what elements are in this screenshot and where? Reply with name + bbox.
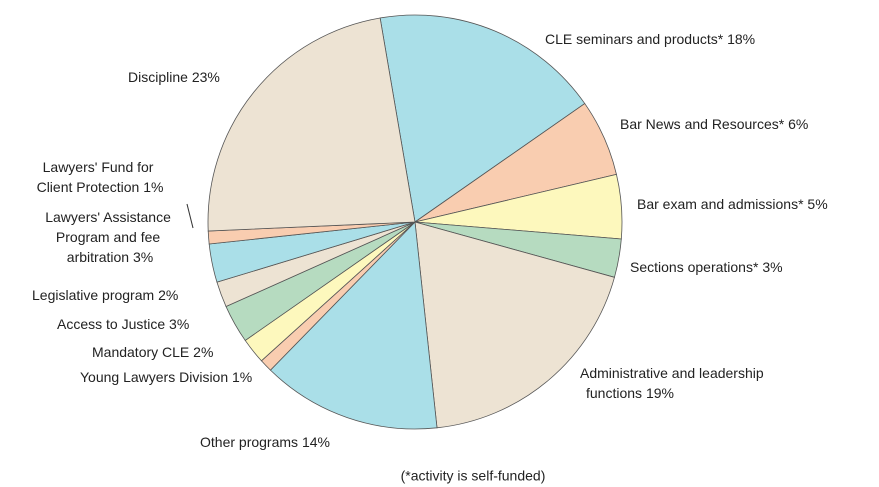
slice-label: CLE seminars and products* 18% — [545, 31, 755, 47]
category-label: Access to Justice — [57, 316, 169, 332]
value-label: 3% — [762, 259, 782, 275]
label-line: Mandatory CLE — [92, 344, 193, 360]
value-label: 2% — [193, 344, 213, 360]
slice-label: Bar exam and admissions* 5% — [637, 196, 828, 212]
label-line: Bar exam and admissions* — [637, 196, 807, 212]
value-label: 2% — [158, 287, 178, 303]
category-label: Discipline — [128, 69, 192, 85]
value-label: 6% — [788, 116, 808, 132]
label-line: Sections operations* — [630, 259, 762, 275]
label-line: Discipline — [128, 69, 192, 85]
leader-line — [186, 203, 194, 229]
pie-slice — [414, 221, 615, 429]
category-label: CLE seminars and products* — [545, 31, 727, 47]
category-label: Lawyers' Assistance Program and fee arbi… — [45, 209, 175, 265]
slice-label: Mandatory CLE 2% — [92, 344, 213, 360]
slice-label: Lawyers' Assistance Program and fee arbi… — [45, 209, 175, 265]
value-label: 3% — [133, 249, 153, 265]
label-line: Lawyers' Fund for — [43, 159, 158, 175]
slice-label: Young Lawyers Division 1% — [80, 369, 252, 385]
category-label: Young Lawyers Division — [80, 369, 232, 385]
label-line: Other programs — [200, 434, 302, 450]
value-label: 5% — [807, 196, 827, 212]
slice-label: Legislative program 2% — [32, 287, 178, 303]
footnote: (*activity is self-funded) — [401, 468, 546, 484]
slice-label: Administrative and leadership functions … — [580, 365, 768, 401]
value-label: 23% — [192, 69, 220, 85]
category-label: Legislative program — [32, 287, 158, 303]
value-label: 14% — [302, 434, 330, 450]
label-line: Bar News and Resources* — [620, 116, 788, 132]
slice-label: Lawyers' Fund for Client Protection 1% — [37, 159, 164, 195]
slice-label: Sections operations* 3% — [630, 259, 783, 275]
label-line: Administrative and leadership — [580, 365, 768, 381]
label-line: Lawyers' Assistance — [45, 209, 175, 225]
label-line: functions — [586, 385, 646, 401]
label-line: Legislative program — [32, 287, 158, 303]
category-label: Sections operations* — [630, 259, 762, 275]
slice-label: Other programs 14% — [200, 434, 330, 450]
label-line: arbitration — [67, 249, 133, 265]
category-label: Mandatory CLE — [92, 344, 193, 360]
value-label: 19% — [646, 385, 674, 401]
pie-slice — [207, 17, 416, 232]
value-label: 3% — [169, 316, 189, 332]
category-label: Administrative and leadership functions — [580, 365, 768, 401]
category-label: Other programs — [200, 434, 302, 450]
pie-slice — [379, 14, 586, 223]
slice-label: Access to Justice 3% — [57, 316, 189, 332]
value-label: 1% — [232, 369, 252, 385]
label-line: Young Lawyers Division — [80, 369, 232, 385]
category-label: Bar News and Resources* — [620, 116, 788, 132]
slice-label: Discipline 23% — [128, 69, 220, 85]
label-line: Access to Justice — [57, 316, 169, 332]
label-line: Client Protection — [37, 179, 144, 195]
pie-slice — [269, 221, 438, 430]
category-label: Bar exam and admissions* — [637, 196, 807, 212]
category-label: Lawyers' Fund for Client Protection — [37, 159, 158, 195]
slice-label: Bar News and Resources* 6% — [620, 116, 808, 132]
value-label: 1% — [143, 179, 163, 195]
value-label: 18% — [727, 31, 755, 47]
label-line: CLE seminars and products* — [545, 31, 727, 47]
label-line: Program and fee — [56, 229, 164, 245]
